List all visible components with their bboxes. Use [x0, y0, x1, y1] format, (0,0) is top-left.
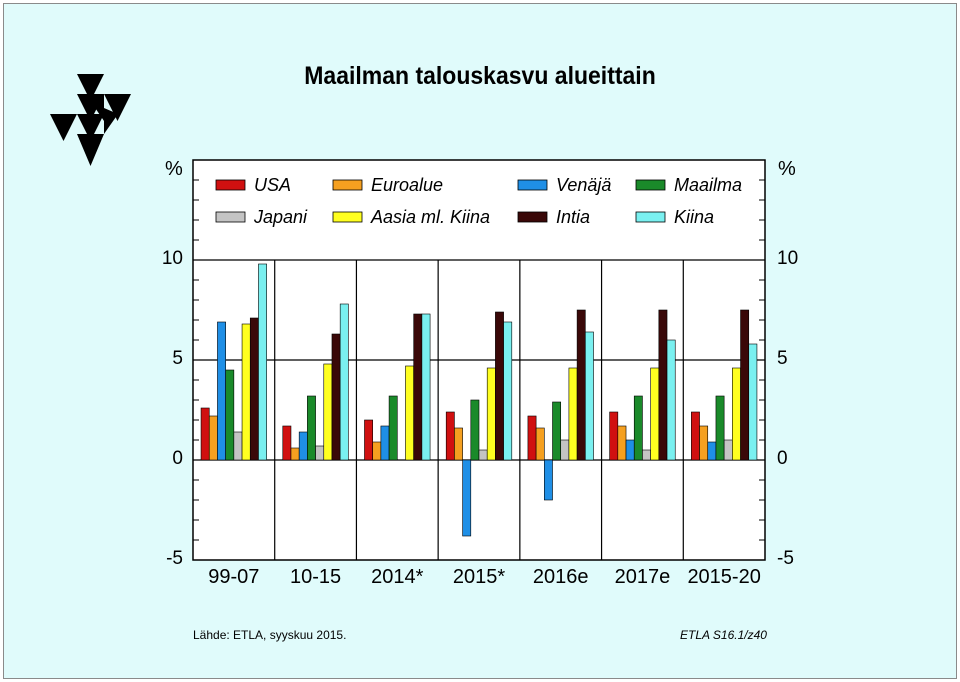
y-axis-unit-right: %	[778, 158, 796, 180]
bar-aasia-ml-kiina	[323, 363, 333, 461]
bar-intia	[331, 333, 341, 461]
bar-kiina	[666, 339, 676, 461]
bar-intia	[495, 311, 504, 461]
bar-maailma	[633, 395, 643, 461]
source-note: Lähde: ETLA, syyskuu 2015.	[193, 628, 347, 642]
bar-venäjä	[462, 459, 472, 537]
bar-japani	[642, 449, 651, 461]
x-tick-label: 99-07	[208, 566, 260, 588]
y-tick-label-left: -5	[166, 548, 183, 569]
bar-euroalue	[372, 441, 382, 461]
bar-maailma	[715, 395, 725, 461]
x-tick-label: 2017e	[614, 566, 671, 588]
bar-euroalue	[208, 415, 218, 461]
bar-euroalue	[535, 427, 545, 461]
bar-euroalue	[454, 427, 463, 461]
bar-maailma	[470, 399, 480, 461]
bar-usa	[691, 411, 700, 461]
bar-aasia-ml-kiina	[568, 367, 578, 461]
legend-swatch	[332, 211, 363, 223]
legend-swatch	[215, 211, 246, 223]
bar-japani	[478, 449, 488, 461]
bar-kiina	[585, 331, 594, 461]
legend-swatch	[635, 211, 666, 223]
bar-kiina	[421, 313, 431, 461]
bar-aasia-ml-kiina	[405, 365, 414, 461]
legend-label: Venäjä	[556, 175, 611, 195]
legend-label: Kiina	[674, 207, 714, 227]
bar-kiina	[748, 343, 758, 461]
y-tick-label-left: 10	[161, 248, 183, 269]
bar-aasia-ml-kiina	[650, 367, 660, 461]
legend: USA Japani Euroalue Aasia ml. Kiina Venäjä In…	[215, 175, 742, 227]
bar-usa	[282, 425, 292, 461]
bar-aasia-ml-kiina	[732, 367, 741, 461]
bar-venäjä	[707, 441, 717, 461]
bar-japani	[560, 439, 570, 461]
x-tick-label: 2015*	[452, 566, 506, 588]
x-tick-label: 2014*	[371, 566, 424, 588]
bar-venäjä	[625, 439, 635, 461]
y-tick-label-right: 5	[777, 348, 788, 369]
bar-kiina	[503, 321, 513, 461]
bar-maailma	[225, 369, 235, 461]
chart-title: Maailman talouskasvu alueittain	[304, 62, 656, 90]
x-tick-label: 2016e	[532, 566, 589, 588]
legend-label: Aasia ml. Kiina	[370, 207, 490, 227]
chart-id: ETLA S16.1/z40	[680, 628, 767, 642]
etla-logo-icon	[50, 74, 131, 166]
bar-usa	[527, 415, 537, 461]
bar-intia	[413, 313, 423, 461]
y-tick-label-left: 5	[172, 348, 183, 369]
bars	[200, 263, 758, 537]
bar-euroalue	[699, 425, 709, 461]
bar-venäjä	[298, 431, 308, 461]
bar-aasia-ml-kiina	[486, 367, 496, 461]
y-tick-label-right: 10	[777, 248, 799, 269]
bar-usa	[364, 419, 373, 461]
bar-venäjä	[380, 425, 390, 461]
legend-swatch	[517, 211, 548, 223]
legend-label: Japani	[253, 207, 308, 227]
bar-maailma	[307, 395, 316, 461]
y-tick-label-right: -5	[777, 548, 794, 569]
bar-japani	[723, 439, 733, 461]
legend-swatch	[332, 179, 363, 191]
legend-label: Intia	[556, 207, 590, 227]
bar-intia	[576, 309, 586, 461]
bar-japani	[315, 445, 325, 461]
bar-euroalue	[617, 425, 627, 461]
bar-kiina	[339, 303, 349, 461]
legend-label: Maailma	[674, 175, 742, 195]
legend-swatch	[635, 179, 666, 191]
legend-label: USA	[254, 175, 291, 195]
x-tick-label: 10-15	[289, 566, 342, 588]
legend-swatch	[215, 179, 246, 191]
bar-euroalue	[290, 447, 300, 461]
bar-usa	[445, 411, 455, 461]
bar-intia	[249, 317, 259, 461]
y-tick-label-right: 0	[777, 448, 788, 469]
bar-intia	[658, 309, 668, 461]
bar-maailma	[388, 395, 398, 461]
legend-label: Euroalue	[371, 175, 443, 195]
bar-venäjä	[217, 321, 226, 461]
bar-intia	[740, 309, 750, 461]
bar-kiina	[258, 263, 267, 461]
x-tick-label: 2015-20	[687, 566, 761, 588]
bar-aasia-ml-kiina	[241, 323, 251, 461]
bar-venäjä	[544, 459, 553, 501]
bar-maailma	[552, 401, 562, 461]
y-tick-label-left: 0	[172, 448, 183, 469]
y-axis-unit-left: %	[165, 158, 183, 180]
bar-usa	[200, 407, 210, 461]
bar-japani	[233, 431, 243, 461]
legend-swatch	[517, 179, 548, 191]
bar-usa	[609, 411, 619, 461]
